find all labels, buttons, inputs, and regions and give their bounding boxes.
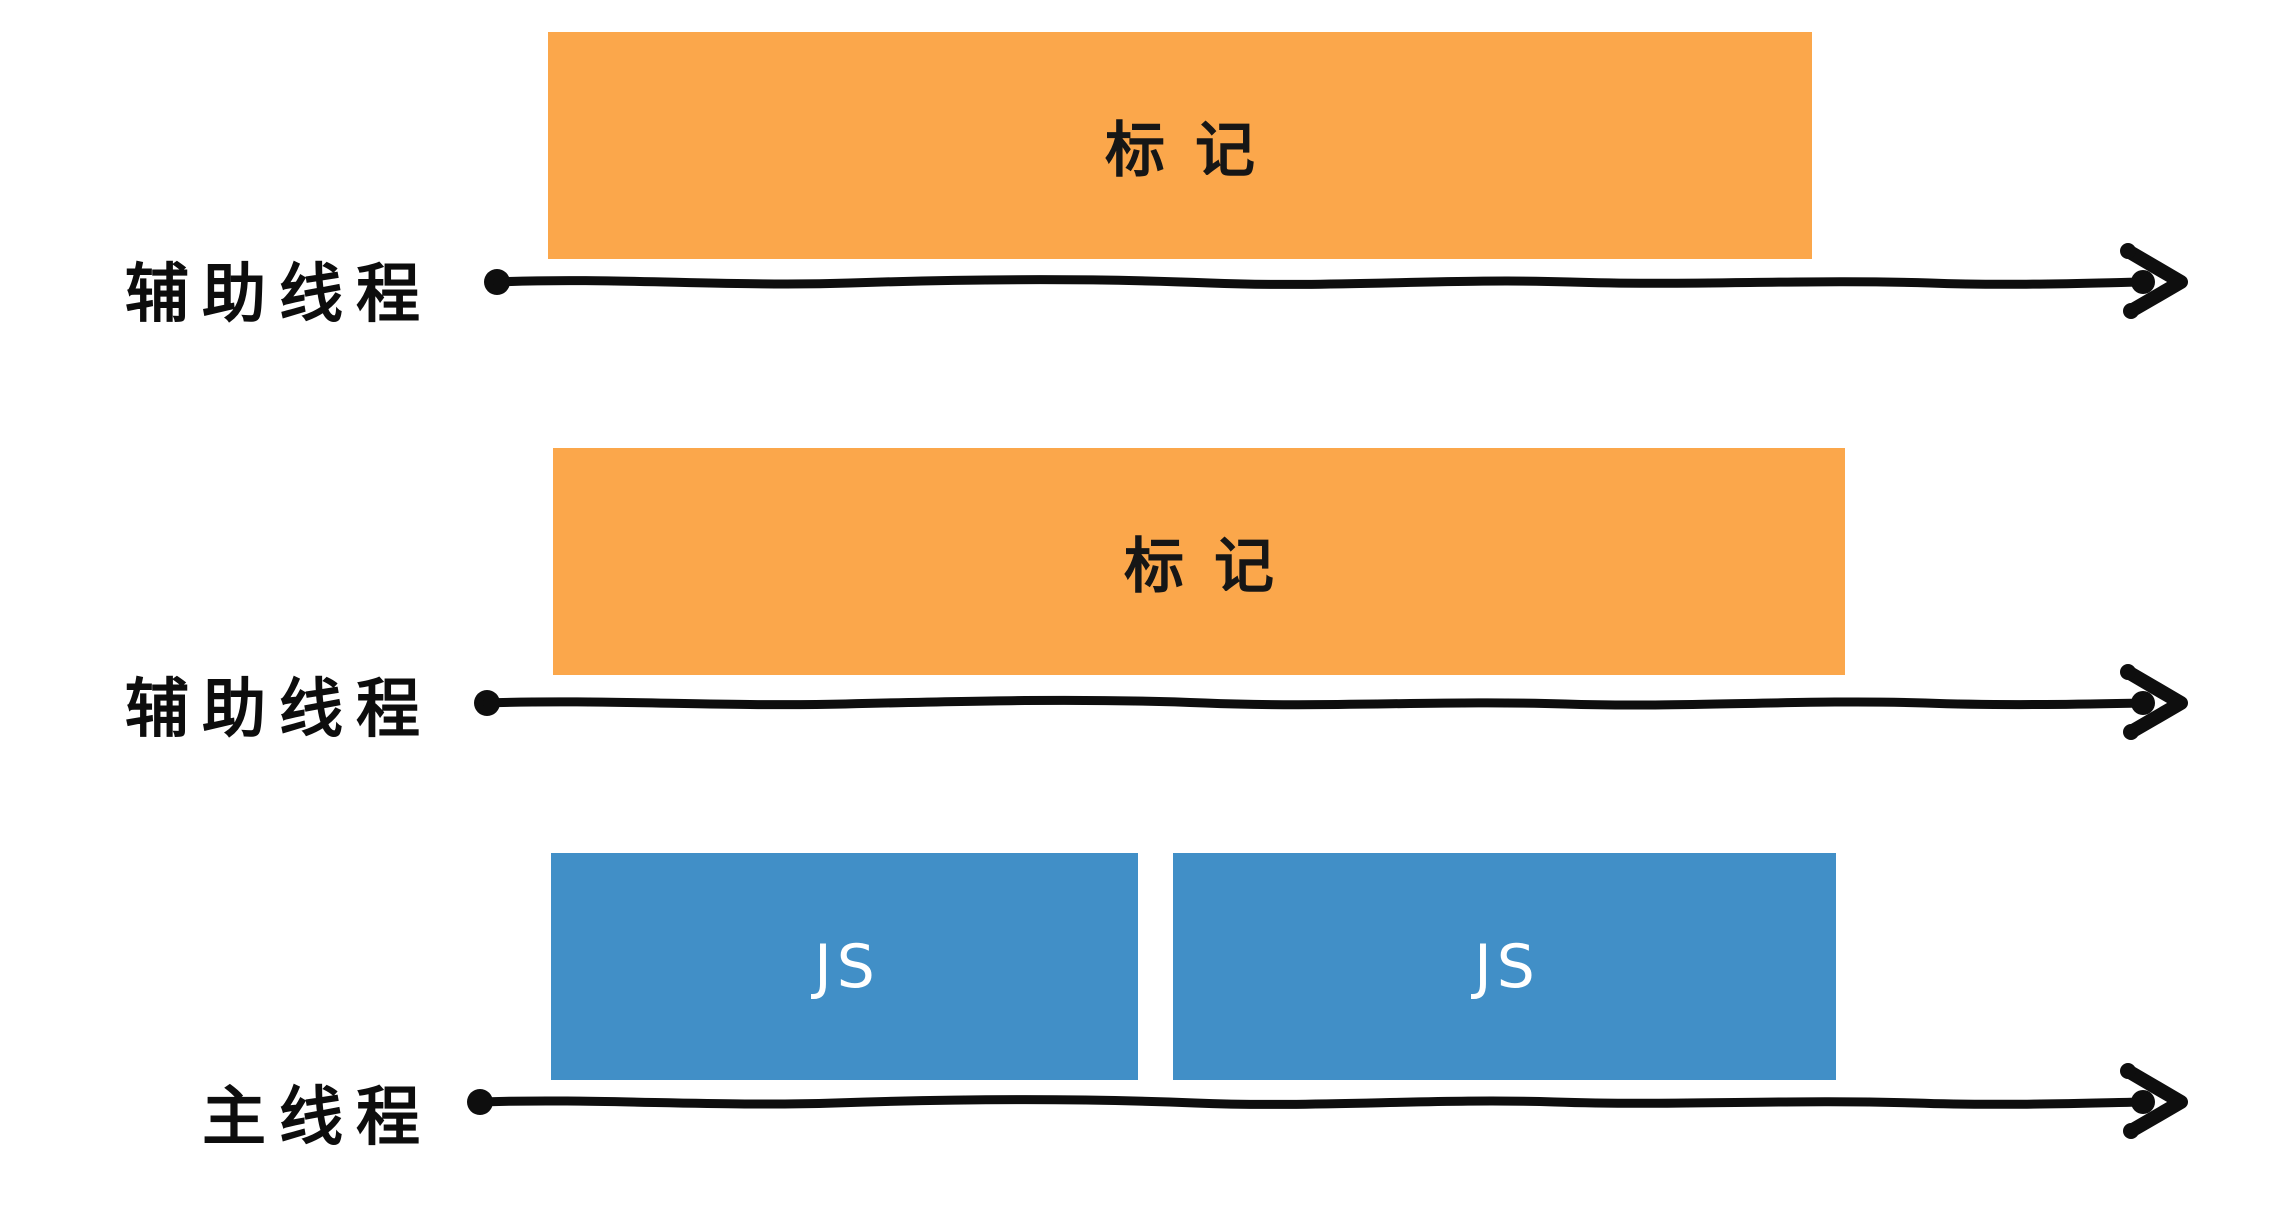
arrow-head [2121, 665, 2188, 739]
thread-label-helper-1: 辅助线程 [125, 258, 433, 332]
arrow-shaft [475, 1095, 2147, 1109]
arrow-head [2121, 1064, 2188, 1138]
thread-label-helper-2: 辅助线程 [125, 673, 433, 747]
js-task-bar-1-text: JS [814, 931, 880, 1002]
arrow-head-tip-top [2120, 1063, 2136, 1079]
js-task-bar-1: JS [551, 853, 1138, 1080]
arrow-head-tip-bottom [2123, 1123, 2139, 1139]
timeline-arrow-icon-2 [474, 664, 2188, 740]
thread-label-main: 主线程 [202, 1081, 433, 1155]
arrow-head-dot [2131, 1090, 2155, 1114]
arrow-head-dot [2131, 691, 2155, 715]
arrow-head-tip-top [2120, 664, 2136, 680]
mark-task-bar-2: 标记 [553, 448, 1845, 675]
mark-task-bar-2-text: 标记 [1124, 532, 1304, 602]
timeline-arrow-icon-3 [467, 1063, 2188, 1139]
arrow-shaft [492, 275, 2147, 289]
js-task-bar-2: JS [1173, 853, 1836, 1080]
arrow-head-tip-top [2120, 243, 2136, 259]
arrow-head-tip-bottom [2123, 303, 2139, 319]
arrow-head-tip-bottom [2123, 724, 2139, 740]
timeline-arrow-icon-1 [484, 243, 2188, 319]
arrow-shaft [482, 695, 2147, 710]
arrow-head-dot [2131, 270, 2155, 294]
arrow-head [2121, 244, 2188, 318]
js-task-bar-2-text: JS [1474, 931, 1540, 1002]
mark-task-bar-1: 标记 [548, 32, 1812, 259]
mark-task-bar-1-text: 标记 [1105, 116, 1285, 186]
